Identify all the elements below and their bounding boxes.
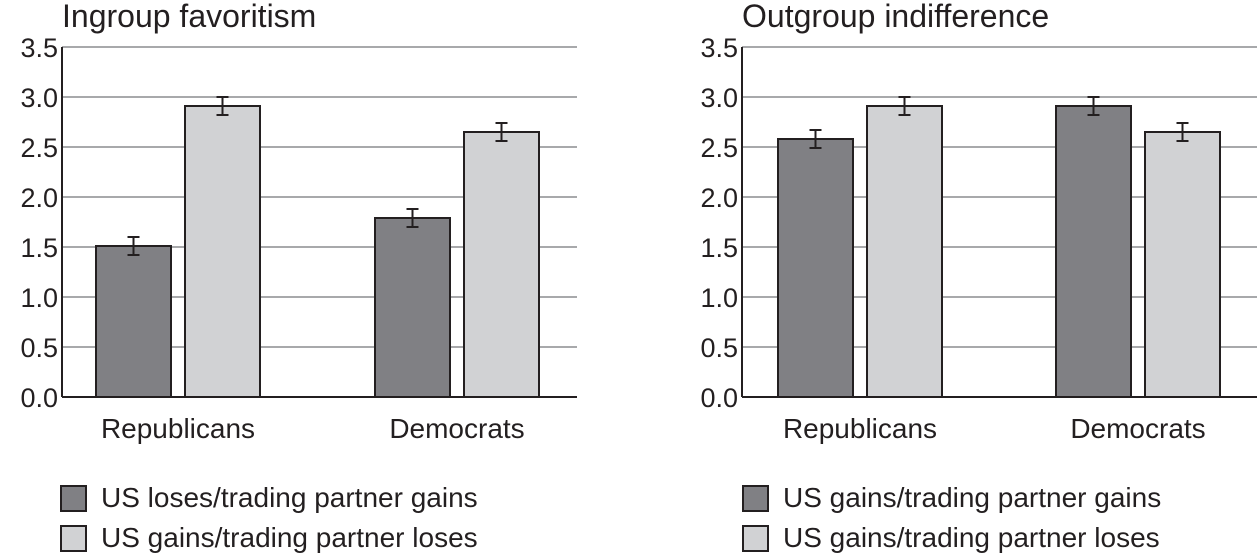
x-tick-label: Democrats xyxy=(389,413,524,444)
y-tick-label: 3.0 xyxy=(20,83,58,113)
error-bar xyxy=(1176,122,1189,142)
error-bar xyxy=(406,208,419,228)
error-bar xyxy=(898,96,911,116)
y-tick-label: 0.5 xyxy=(20,333,58,363)
bar xyxy=(1055,105,1132,398)
plot-area: 0.0 0.5 1.0 1.5 2.0 2.5 3.0 3.5 Republicans Democ… xyxy=(20,33,577,444)
legend-label-series-1: US loses/trading partner gains xyxy=(101,482,478,513)
bar xyxy=(463,131,540,398)
legend-item-series-1: US loses/trading partner gains xyxy=(60,478,478,518)
y-tick-label: 0.0 xyxy=(20,383,58,413)
legend-item-series-2: US gains/trading partner loses xyxy=(60,518,478,558)
y-tick-label: 2.0 xyxy=(700,183,738,213)
legend-swatch-series-1 xyxy=(60,484,87,512)
y-tick-label: 2.5 xyxy=(700,133,738,163)
legend-item-series-1: US gains/trading partner gains xyxy=(742,478,1161,518)
y-tick-label: 3.5 xyxy=(700,33,738,63)
x-tick-label: Republicans xyxy=(101,413,255,444)
bar xyxy=(1144,131,1221,398)
legend: US gains/trading partner gains US gains/… xyxy=(742,478,1161,558)
legend: US loses/trading partner gains US gains/… xyxy=(60,478,478,558)
y-tick-label: 2.0 xyxy=(20,183,58,213)
bar xyxy=(777,138,854,398)
y-tick-label: 3.5 xyxy=(20,33,58,63)
y-tick-label: 1.5 xyxy=(20,233,58,263)
chart-title: Ingroup favoritism xyxy=(62,0,317,34)
chart-outgroup-indifference: 0.0 0.5 1.0 1.5 2.0 2.5 3.0 3.5 Republicans Democ… xyxy=(680,0,1259,556)
bar xyxy=(95,245,172,398)
error-bar xyxy=(809,129,822,149)
chart-title: Outgroup indifference xyxy=(742,0,1050,34)
bar xyxy=(866,105,943,398)
legend-item-series-2: US gains/trading partner loses xyxy=(742,518,1161,558)
y-tick-label: 1.0 xyxy=(20,283,58,313)
x-tick-label: Republicans xyxy=(783,413,937,444)
y-tick-label: 2.5 xyxy=(20,133,58,163)
error-bar xyxy=(495,122,508,142)
error-bar xyxy=(216,96,229,116)
plot-area: 0.0 0.5 1.0 1.5 2.0 2.5 3.0 3.5 Republicans Democ… xyxy=(700,33,1257,444)
y-tick-label: 0.5 xyxy=(700,333,738,363)
legend-label-series-1: US gains/trading partner gains xyxy=(783,482,1162,513)
x-tick-label: Democrats xyxy=(1070,413,1205,444)
legend-swatch-series-2 xyxy=(60,524,87,552)
legend-label-series-2: US gains/trading partner loses xyxy=(783,522,1160,553)
y-tick-label: 1.5 xyxy=(700,233,738,263)
bar xyxy=(184,105,261,398)
legend-label-series-2: US gains/trading partner loses xyxy=(101,522,478,553)
y-tick-label: 0.0 xyxy=(700,383,738,413)
bar xyxy=(374,217,451,398)
legend-swatch-series-1 xyxy=(742,484,769,512)
error-bar xyxy=(1087,96,1100,116)
y-tick-label: 3.0 xyxy=(700,83,738,113)
chart-ingroup-favoritism: 0.0 0.5 1.0 1.5 2.0 2.5 3.0 3.5 Republicans Democ… xyxy=(0,0,620,556)
legend-swatch-series-2 xyxy=(742,524,769,552)
y-tick-label: 1.0 xyxy=(700,283,738,313)
error-bar xyxy=(127,236,140,256)
